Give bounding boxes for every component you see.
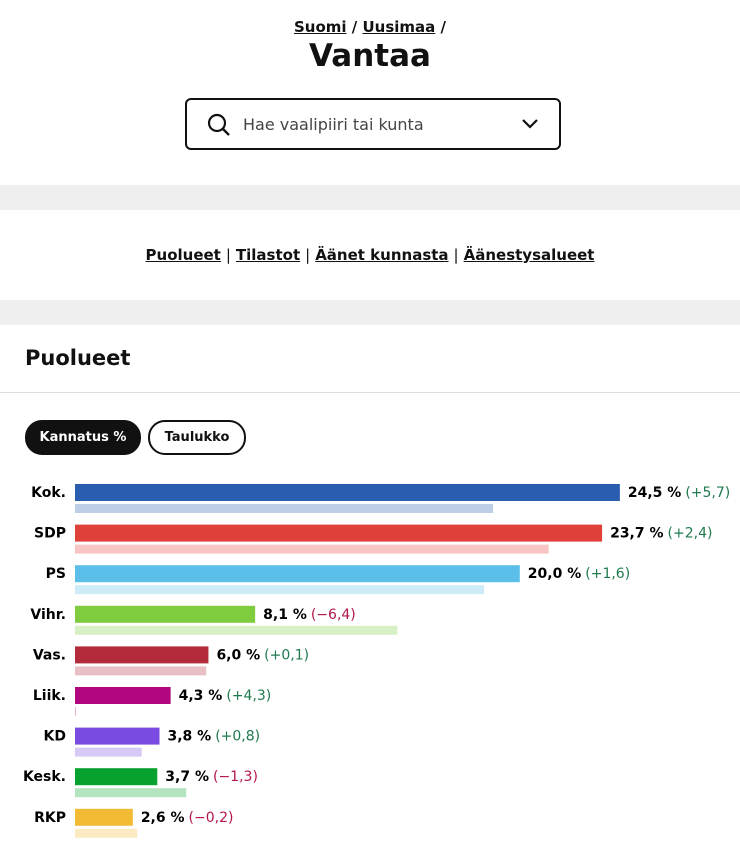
value-label: 24,5 % [628, 485, 681, 501]
breadcrumb-link[interactable]: Uusimaa [362, 18, 436, 36]
previous-bar [75, 585, 485, 595]
nav-separator: | [225, 246, 231, 264]
value-label: 3,7 % [165, 769, 209, 785]
nav-link[interactable]: Äänestysalueet [463, 246, 595, 264]
change-label: (+5,7) [685, 485, 730, 501]
bar [75, 768, 158, 786]
value-label: 23,7 % [610, 526, 663, 542]
nav-separator: | [305, 246, 311, 264]
section-title: Puolueet [25, 346, 131, 370]
breadcrumb: Suomi / Uusimaa / [0, 18, 740, 36]
change-label: (+2,4) [668, 526, 713, 542]
party-label: SDP [34, 526, 66, 542]
change-label: (−1,3) [213, 769, 258, 785]
party-label: PS [46, 566, 66, 582]
nav-link[interactable]: Puolueet [145, 246, 221, 264]
bar [75, 605, 256, 623]
previous-bar [75, 788, 187, 798]
previous-bar [75, 544, 549, 554]
page-title: Vantaa [309, 38, 431, 74]
party-label: RKP [34, 810, 66, 826]
bar-chart: Kok. 24,5 % (+5,7)SDP 23,7 % (+2,4)PS 20,0 %(… [23, 484, 730, 838]
bar [75, 646, 209, 664]
bar [75, 565, 520, 583]
previous-bar [75, 666, 207, 676]
search-box[interactable]: Hae vaalipiiri tai kunta [185, 98, 561, 150]
bar [75, 484, 620, 501]
bar [75, 524, 603, 542]
value-label: 6,0 % [216, 647, 260, 663]
party-label: Liik. [33, 688, 66, 704]
search-icon [207, 113, 230, 136]
nav-separator: | [453, 246, 459, 264]
value-label: 20,0 % [528, 566, 581, 582]
bar [75, 727, 160, 745]
previous-bar [75, 747, 142, 757]
previous-bar [75, 707, 76, 716]
dropdown-icon [522, 119, 538, 129]
change-label: (+4,3) [226, 688, 271, 704]
nav-links: Puolueet | Tilastot | Äänet kunnasta | Äänesty… [0, 246, 740, 264]
value-label: 8,1 % [263, 607, 307, 623]
party-label: Vas. [33, 647, 66, 663]
previous-bar [75, 504, 494, 513]
value-label: 3,8 % [168, 729, 212, 745]
search-placeholder: Hae vaalipiiri tai kunta [243, 115, 424, 134]
breadcrumb-separator: / [351, 18, 358, 36]
previous-bar [75, 625, 398, 635]
previous-bar [75, 828, 138, 838]
party-label: KD [44, 729, 66, 745]
nav-link[interactable]: Äänet kunnasta [315, 246, 449, 264]
tab[interactable]: Taulukko [148, 420, 246, 455]
breadcrumb-link[interactable]: Suomi [293, 18, 347, 36]
change-label: (−6,4) [311, 607, 356, 623]
divider [0, 392, 740, 393]
change-label: (+0,8) [215, 729, 260, 745]
bar [75, 687, 171, 704]
change-label: (+0,1) [264, 647, 309, 663]
party-label: Kok. [31, 485, 66, 501]
divider-band [0, 300, 740, 325]
bar [75, 808, 133, 826]
value-label: 4,3 % [179, 688, 223, 704]
party-label: Kesk. [23, 769, 66, 785]
change-label: (+1,6) [585, 566, 630, 582]
value-label: 2,6 % [141, 810, 185, 826]
tab-active[interactable]: Kannatus % [25, 420, 141, 455]
nav-link[interactable]: Tilastot [235, 246, 301, 264]
breadcrumb-separator: / [440, 18, 447, 36]
party-label: Vihr. [30, 607, 66, 623]
divider-band [0, 185, 740, 210]
change-label: (−0,2) [189, 810, 234, 826]
